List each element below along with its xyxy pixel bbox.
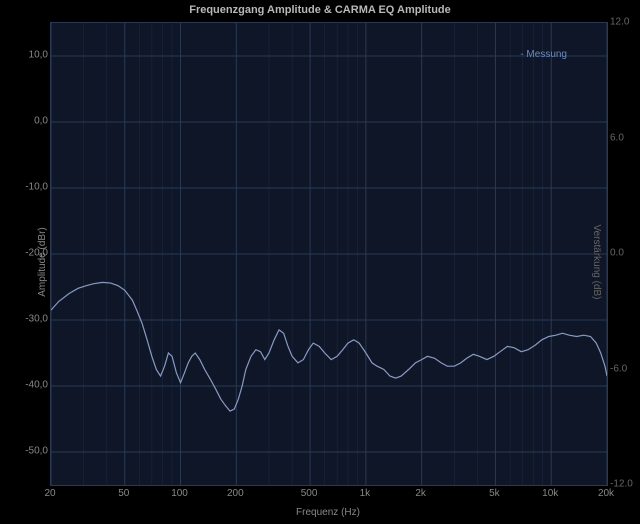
xtick: 500 xyxy=(301,488,318,499)
xtick: 20 xyxy=(44,488,55,499)
xtick: 10k xyxy=(542,488,558,499)
chart-svg xyxy=(51,23,607,485)
plot-area: - Messung xyxy=(50,22,608,486)
series-line xyxy=(51,282,607,411)
ytick-left: -40,0 xyxy=(8,380,48,391)
xtick: 200 xyxy=(227,488,244,499)
ytick-left: -10,0 xyxy=(8,182,48,193)
xtick: 2k xyxy=(415,488,426,499)
legend: - Messung xyxy=(520,49,567,60)
y-axis-label-left: Amplitude (dBr) xyxy=(37,227,48,296)
ytick-left: -20,0 xyxy=(8,248,48,259)
ytick-left: 0,0 xyxy=(8,116,48,127)
ytick-right: 0.0 xyxy=(610,248,624,259)
xtick: 1k xyxy=(360,488,371,499)
ytick-right: 12.0 xyxy=(610,17,629,28)
y-axis-label-right: Verstärkung (dB) xyxy=(591,224,602,299)
ytick-right: 6.0 xyxy=(610,132,624,143)
chart-title: Frequenzgang Amplitude & CARMA EQ Amplit… xyxy=(0,4,640,16)
ytick-right: -6.0 xyxy=(610,363,627,374)
chart-container: Frequenzgang Amplitude & CARMA EQ Amplit… xyxy=(0,0,640,524)
x-axis-label: Frequenz (Hz) xyxy=(50,507,606,518)
ytick-left: -30,0 xyxy=(8,314,48,325)
xtick: 50 xyxy=(118,488,129,499)
ytick-left: -50,0 xyxy=(8,446,48,457)
xtick: 5k xyxy=(489,488,500,499)
ytick-left: 10,0 xyxy=(8,50,48,61)
xtick: 100 xyxy=(171,488,188,499)
xtick: 20k xyxy=(598,488,614,499)
